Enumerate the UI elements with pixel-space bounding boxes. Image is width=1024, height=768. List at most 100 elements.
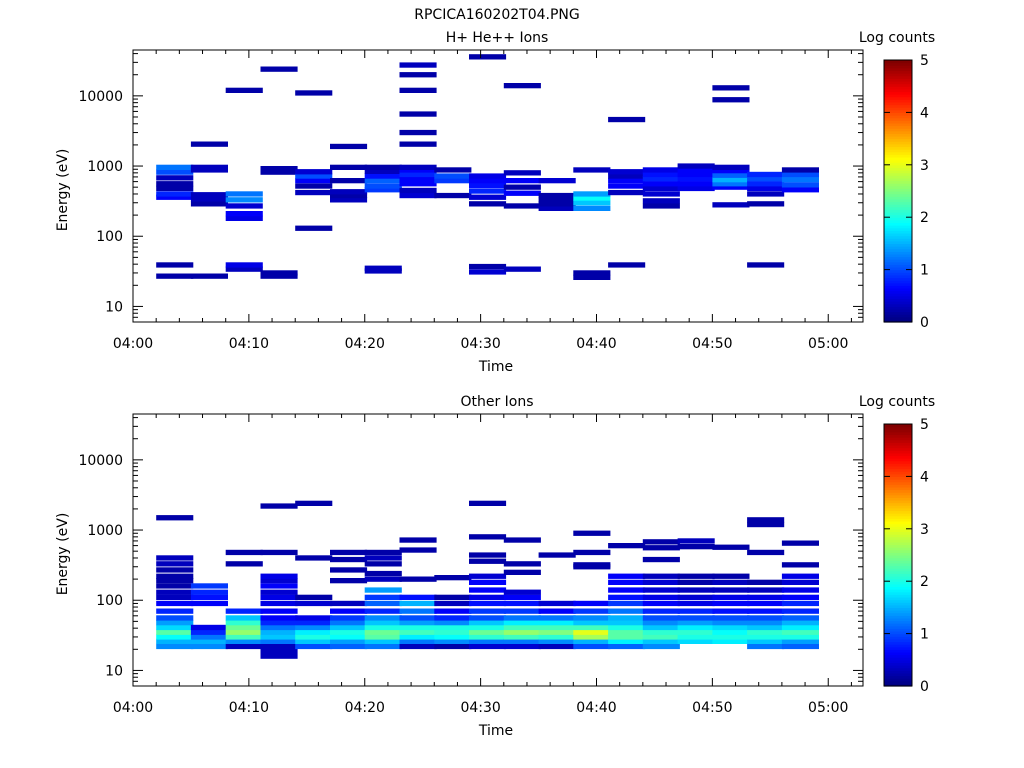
heatmap-cell [469, 534, 507, 540]
colorbar-segment [884, 481, 912, 485]
colorbar-segment [884, 565, 912, 569]
colorbar-segment [884, 311, 912, 315]
heatmap-cell [364, 587, 402, 593]
colorbar-segment [884, 232, 912, 237]
colorbar-segment [884, 591, 912, 595]
heatmap-cell [399, 643, 437, 650]
heatmap-cell [538, 620, 576, 626]
heatmap-cell [608, 543, 646, 549]
heatmap-cell [225, 211, 263, 217]
heatmap-cell [399, 164, 437, 170]
heatmap-cells [156, 54, 819, 280]
heatmap-cell [225, 624, 263, 631]
plot-frame [132, 413, 864, 687]
colorbar-segment [884, 204, 912, 208]
heatmap-cell [608, 573, 646, 579]
colorbar-segment [884, 290, 912, 294]
heatmap-cell [260, 583, 298, 589]
heatmap-cell [712, 587, 750, 593]
heatmap-cell [573, 200, 611, 206]
heatmap-cell [260, 648, 298, 654]
heatmap-cell [156, 191, 194, 197]
heatmap-cell [330, 556, 368, 563]
heatmap-cell [781, 579, 819, 585]
heatmap-cell [781, 624, 819, 631]
heatmap-cell [677, 638, 715, 644]
heatmap-cell [295, 555, 333, 561]
colorbar: 0 1 2 3 4 5 [883, 417, 929, 695]
heatmap-cell [399, 576, 437, 582]
heatmap-cell [295, 600, 333, 607]
heatmap-cell [712, 168, 750, 174]
heatmap-cell [399, 629, 437, 635]
colorbar-segment [884, 280, 912, 284]
colorbar-segment [884, 248, 912, 252]
colorbar-segment [884, 67, 912, 72]
colorbar-segment [884, 287, 912, 292]
colorbar-segment [884, 581, 912, 585]
heatmap-cell [156, 515, 194, 521]
colorbar-segment [884, 235, 912, 239]
heatmap-cell [642, 620, 680, 626]
heatmap-cell [330, 620, 368, 626]
heatmap-cell [156, 273, 194, 279]
colorbar-segment [884, 319, 912, 323]
heatmap-cell [469, 54, 507, 60]
colorbar-tick-label: 3 [920, 522, 929, 538]
heatmap-panel-other-ions: Other Ions 04:00 04:10 04:20 04:30 04:40 04:5… [55, 394, 935, 739]
heatmap-cell [364, 183, 402, 189]
heatmap-cell [573, 530, 611, 536]
colorbar-segment [884, 638, 912, 643]
heatmap-cell [364, 187, 402, 193]
heatmap-cell [712, 181, 750, 187]
heatmap-cell [330, 164, 368, 170]
heatmap-cell [642, 176, 680, 182]
colorbar-segment [884, 86, 912, 90]
colorbar-segment [884, 599, 912, 603]
heatmap-cell [399, 638, 437, 644]
heatmap-cell [712, 544, 750, 550]
heatmap-cell [225, 561, 263, 567]
heatmap-cell [260, 600, 298, 607]
heatmap-cell [260, 643, 298, 650]
heatmap-cell [503, 178, 541, 184]
heatmap-cell [156, 194, 194, 200]
heatmap-cell [677, 544, 715, 550]
colorbar-segment [884, 240, 912, 244]
colorbar-segment [884, 222, 912, 226]
x-tick-label: 04:00 [113, 700, 153, 716]
heatmap-cell [573, 549, 611, 556]
heatmap-cell [469, 629, 507, 635]
colorbar-segment [884, 463, 912, 467]
colorbar-tick-label: 2 [920, 574, 929, 590]
heatmap-cell [225, 215, 263, 221]
heatmap-cell [677, 615, 715, 621]
heatmap-cell [364, 561, 402, 567]
x-tick-label: 04:50 [692, 336, 732, 352]
x-tick-label: 04:30 [460, 336, 500, 352]
heatmap-cell [747, 517, 785, 523]
heatmap-cell [503, 634, 541, 640]
heatmap-cell [260, 589, 298, 595]
colorbar-segment [884, 662, 912, 666]
heatmap-cell [608, 634, 646, 640]
colorbar-segment [884, 473, 912, 477]
heatmap-cell [434, 615, 472, 621]
heatmap-cell [260, 594, 298, 600]
colorbar-segment [884, 109, 912, 113]
heatmap-cell [330, 615, 368, 621]
colorbar-segment [884, 460, 912, 464]
heatmap-cell [364, 600, 402, 607]
colorbar-segment [884, 583, 912, 588]
colorbar-segment [884, 484, 912, 488]
heatmap-cell [712, 624, 750, 631]
y-tick-label: 100 [96, 593, 123, 609]
colorbar-tick-label: 4 [920, 105, 929, 121]
colorbar-segment [884, 269, 912, 273]
heatmap-cell [364, 576, 402, 582]
heatmap-cell [642, 608, 680, 614]
heatmap-cell [677, 600, 715, 607]
heatmap-cell [642, 624, 680, 631]
colorbar-segment [884, 253, 912, 258]
heatmap-cell [677, 620, 715, 626]
